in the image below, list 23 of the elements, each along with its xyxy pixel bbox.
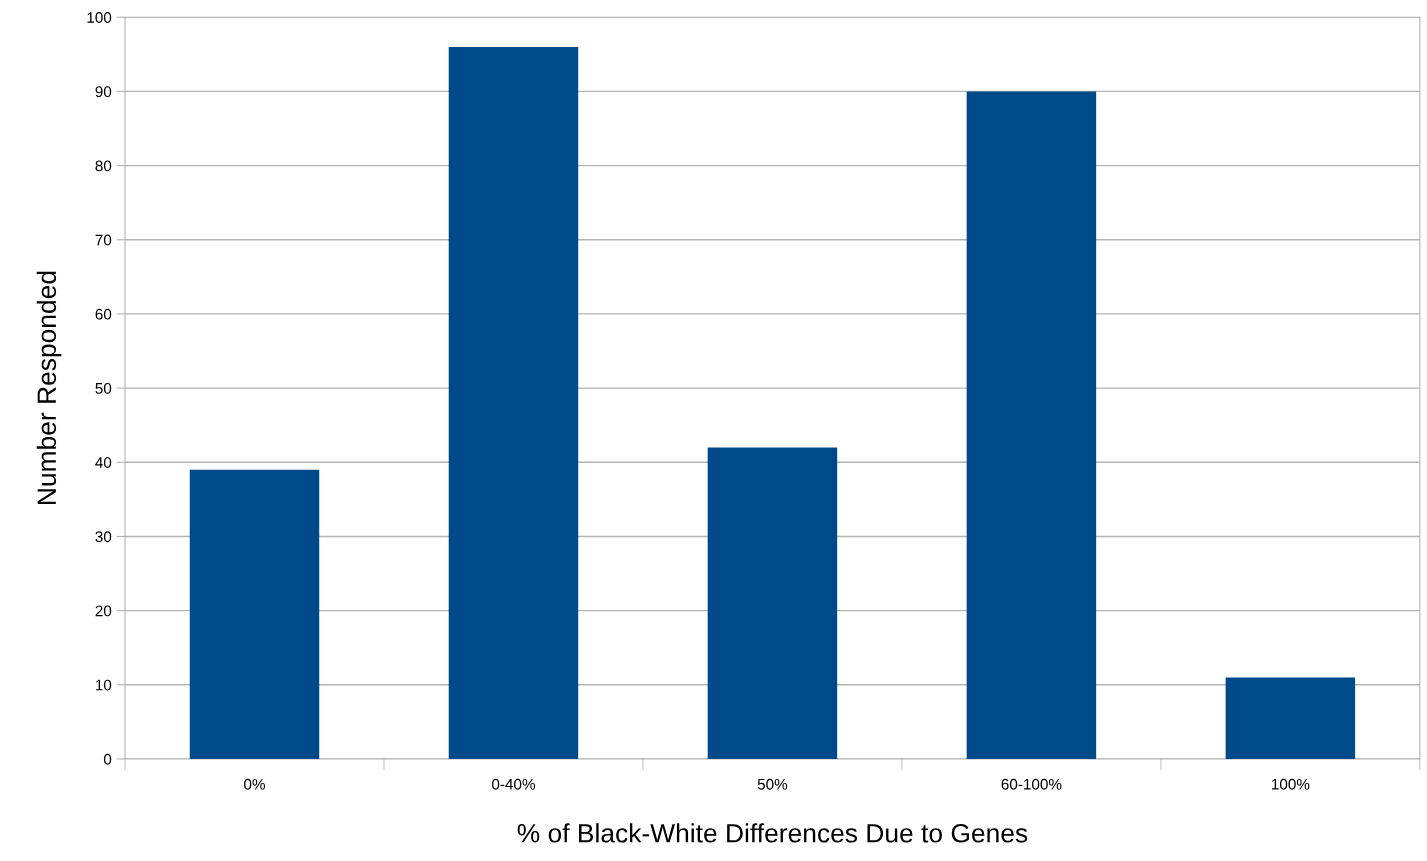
y-tick-label: 100 — [87, 12, 112, 23]
y-axis-title: Number Responded — [36, 271, 62, 505]
bar — [189, 469, 320, 759]
y-tick-label: 0 — [103, 753, 112, 765]
x-tick-label: 50% — [757, 778, 788, 790]
x-tick-label: 0% — [244, 778, 265, 790]
y-tick-label: 80 — [95, 160, 112, 172]
bar — [448, 46, 579, 759]
bar — [966, 91, 1097, 759]
y-tick-label: 10 — [95, 679, 112, 691]
y-tick-label: 70 — [95, 234, 112, 246]
bar — [707, 447, 838, 759]
bar — [1225, 677, 1356, 759]
x-tick-label: 60-100% — [1001, 778, 1062, 790]
x-axis-title: % of Black-White Differences Due to Genes — [517, 823, 1028, 843]
y-tick-label: 60 — [95, 308, 112, 320]
y-tick-label: 90 — [95, 86, 112, 98]
y-tick-label: 30 — [95, 531, 112, 543]
y-tick-label: 50 — [95, 382, 112, 394]
x-tick-label: 0-40% — [491, 778, 535, 790]
x-tick-label: 100% — [1272, 778, 1310, 790]
y-tick-label: 20 — [95, 605, 112, 617]
y-tick-label: 40 — [95, 457, 112, 468]
